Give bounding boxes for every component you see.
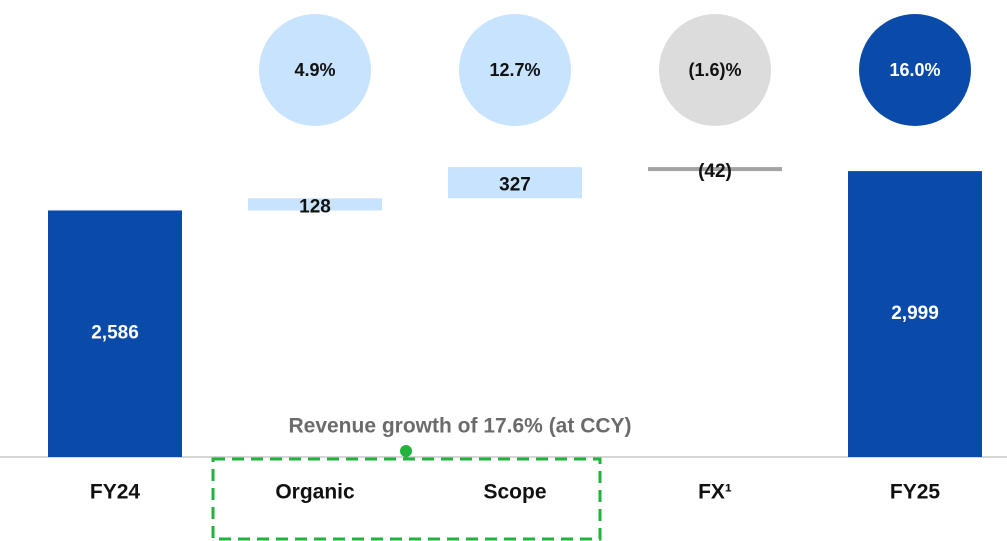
value-label: 2,999	[891, 303, 939, 324]
bar	[248, 198, 382, 211]
growth-circle	[459, 14, 571, 126]
growth-circle	[859, 14, 971, 126]
value-label: 2,586	[91, 323, 139, 344]
category-label: FY24	[90, 481, 141, 504]
value-label: (42)	[698, 161, 732, 182]
bar	[648, 167, 782, 172]
value-label: 128	[299, 196, 331, 217]
connector-dot	[400, 445, 412, 457]
bar	[848, 171, 982, 457]
growth-circle	[659, 14, 771, 126]
category-label: FX¹	[698, 481, 732, 504]
bar	[448, 167, 582, 199]
category-label: FY25	[890, 481, 941, 504]
growth-label: (1.6)%	[688, 60, 741, 80]
category-label: Scope	[483, 481, 546, 504]
growth-label: 16.0%	[889, 60, 940, 80]
value-label: 327	[499, 175, 531, 196]
bar	[48, 210, 182, 457]
growth-label: 12.7%	[489, 60, 540, 80]
annotation: Revenue growth of 17.6% (at CCY)	[288, 415, 631, 438]
category-label: Organic	[275, 481, 355, 504]
growth-circle	[259, 14, 371, 126]
growth-label: 4.9%	[294, 60, 335, 80]
